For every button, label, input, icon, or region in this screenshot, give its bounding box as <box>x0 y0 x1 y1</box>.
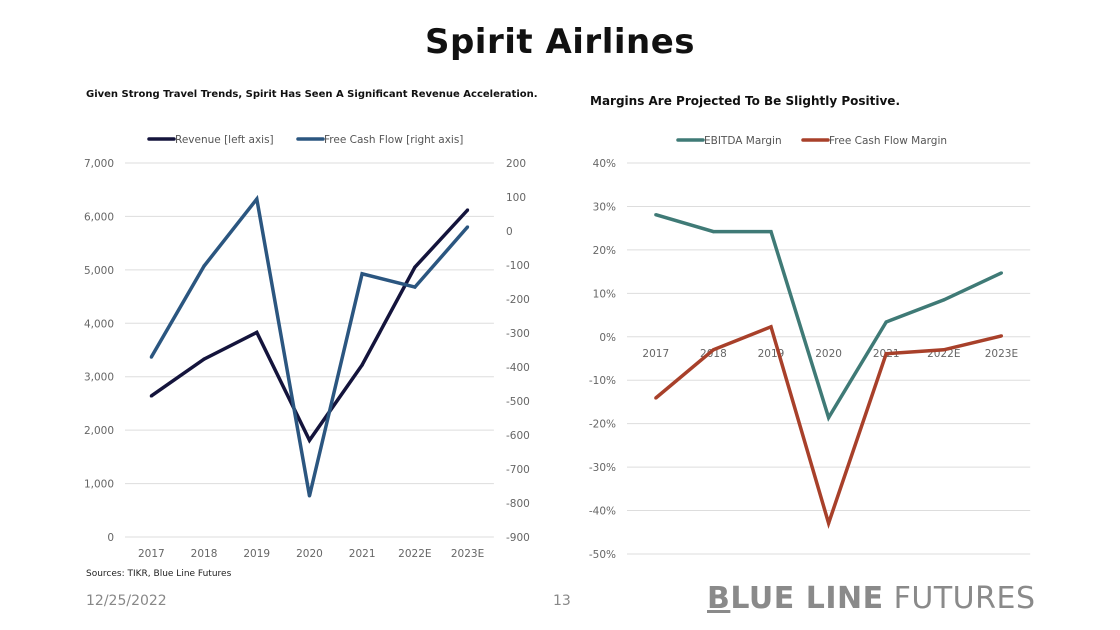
data-point <box>884 320 888 324</box>
y-left-tick-label: 3,000 <box>84 372 114 384</box>
y-left-tick-label: -30% <box>589 462 616 474</box>
y-left-tick-label: 7,000 <box>84 158 114 170</box>
right-chart-title: Margins Are Projected To Be Slightly Pos… <box>590 94 901 108</box>
data-point <box>884 352 888 356</box>
data-point <box>942 298 946 302</box>
data-point <box>654 213 658 217</box>
data-point <box>654 396 658 400</box>
x-tick-label: 2017 <box>642 348 669 360</box>
y-right-tick-label: -100 <box>506 260 530 272</box>
legend-label: EBITDA Margin <box>704 135 782 147</box>
y-left-tick-label: -40% <box>589 506 616 518</box>
y-right-tick-label: -400 <box>506 362 530 374</box>
revenue-fcf-chart: 0 1,000 2,000 3,000 4,000 5,000 6,000 7,000 200 1… <box>84 134 530 560</box>
y-left-tick-label: 40% <box>593 158 616 170</box>
brand-bold: LUE LINE <box>730 581 884 616</box>
y-right-tick-label: 0 <box>506 226 513 238</box>
data-point <box>827 415 831 420</box>
x-tick-label: 2020 <box>815 348 842 360</box>
y-left-tick-label: 5,000 <box>84 265 114 277</box>
legend-label: Free Cash Flow [right axis] <box>324 134 463 146</box>
data-point <box>360 363 364 367</box>
brand-light: FUTURES <box>883 581 1036 616</box>
y-left-tick-label: 4,000 <box>84 318 114 330</box>
y-left-tick-label: 20% <box>593 245 616 257</box>
data-point <box>255 330 259 334</box>
left-chart-title: Given Strong Travel Trends, Spirit Has S… <box>86 89 538 100</box>
legend-label: Free Cash Flow Margin <box>829 135 947 147</box>
x-tick-label: 2022E <box>398 548 431 560</box>
y-right-tick-label: -900 <box>506 532 530 544</box>
data-point <box>255 197 259 201</box>
margins-chart: 40% 30% 20% 10% 0% -10% -20% -30% -40% -50% 2017 20… <box>589 135 1031 561</box>
x-tick-label: 2021 <box>349 548 376 560</box>
y-right-tick-label: -700 <box>506 464 530 476</box>
data-point <box>465 208 470 212</box>
data-point <box>999 334 1004 338</box>
data-point <box>942 348 946 352</box>
x-tick-label: 2020 <box>296 548 323 560</box>
y-left-tick-label: 6,000 <box>84 211 114 223</box>
data-point <box>202 357 206 361</box>
y-left-tick-label: -10% <box>589 375 616 387</box>
y-left-tick-label: 10% <box>593 288 616 300</box>
data-point <box>711 230 716 234</box>
y-right-tick-label: -500 <box>506 396 530 408</box>
slide-date: 12/25/2022 <box>86 593 167 609</box>
y-right-tick-label: 100 <box>506 192 526 204</box>
data-point <box>465 225 470 229</box>
y-left-tick-label: 1,000 <box>84 479 114 491</box>
data-point <box>149 394 153 398</box>
page-number: 13 <box>553 593 571 609</box>
data-point <box>999 271 1004 275</box>
y-left-tick-label: -50% <box>589 549 616 561</box>
data-point <box>202 264 206 268</box>
legend-label: Revenue [left axis] <box>175 134 274 146</box>
data-point <box>827 521 831 525</box>
data-point <box>769 325 773 329</box>
source-note: Sources: TIKR, Blue Line Futures <box>86 569 232 579</box>
x-tick-label: 2019 <box>243 548 270 560</box>
data-point <box>413 285 417 289</box>
x-tick-label: 2018 <box>191 548 218 560</box>
y-left-tick-label: 0% <box>599 332 616 344</box>
data-point <box>360 272 364 276</box>
x-tick-label: 2023E <box>451 548 484 560</box>
y-left-tick-label: 0 <box>107 532 114 544</box>
slide-title: Spirit Airlines <box>424 22 696 62</box>
series-line-ebitda-margin <box>655 213 1003 422</box>
data-point <box>307 494 312 498</box>
data-point <box>149 355 153 359</box>
data-point <box>711 348 716 352</box>
brand-initial: B <box>707 581 731 616</box>
y-right-tick-label: -300 <box>506 328 530 340</box>
y-right-tick-label: -200 <box>506 294 530 306</box>
y-right-tick-label: -800 <box>506 498 530 510</box>
data-point <box>769 230 773 234</box>
y-left-tick-label: 2,000 <box>84 425 114 437</box>
y-left-tick-label: 30% <box>593 201 616 213</box>
y-left-tick-label: -20% <box>589 419 616 431</box>
y-right-tick-label: 200 <box>506 158 526 170</box>
x-tick-label: 2023E <box>985 348 1018 360</box>
brand-logo: BLUE LINE FUTURES <box>707 581 1036 616</box>
data-point <box>413 265 417 269</box>
y-right-tick-label: -600 <box>506 430 530 442</box>
data-point <box>307 438 312 442</box>
x-tick-label: 2017 <box>138 548 165 560</box>
